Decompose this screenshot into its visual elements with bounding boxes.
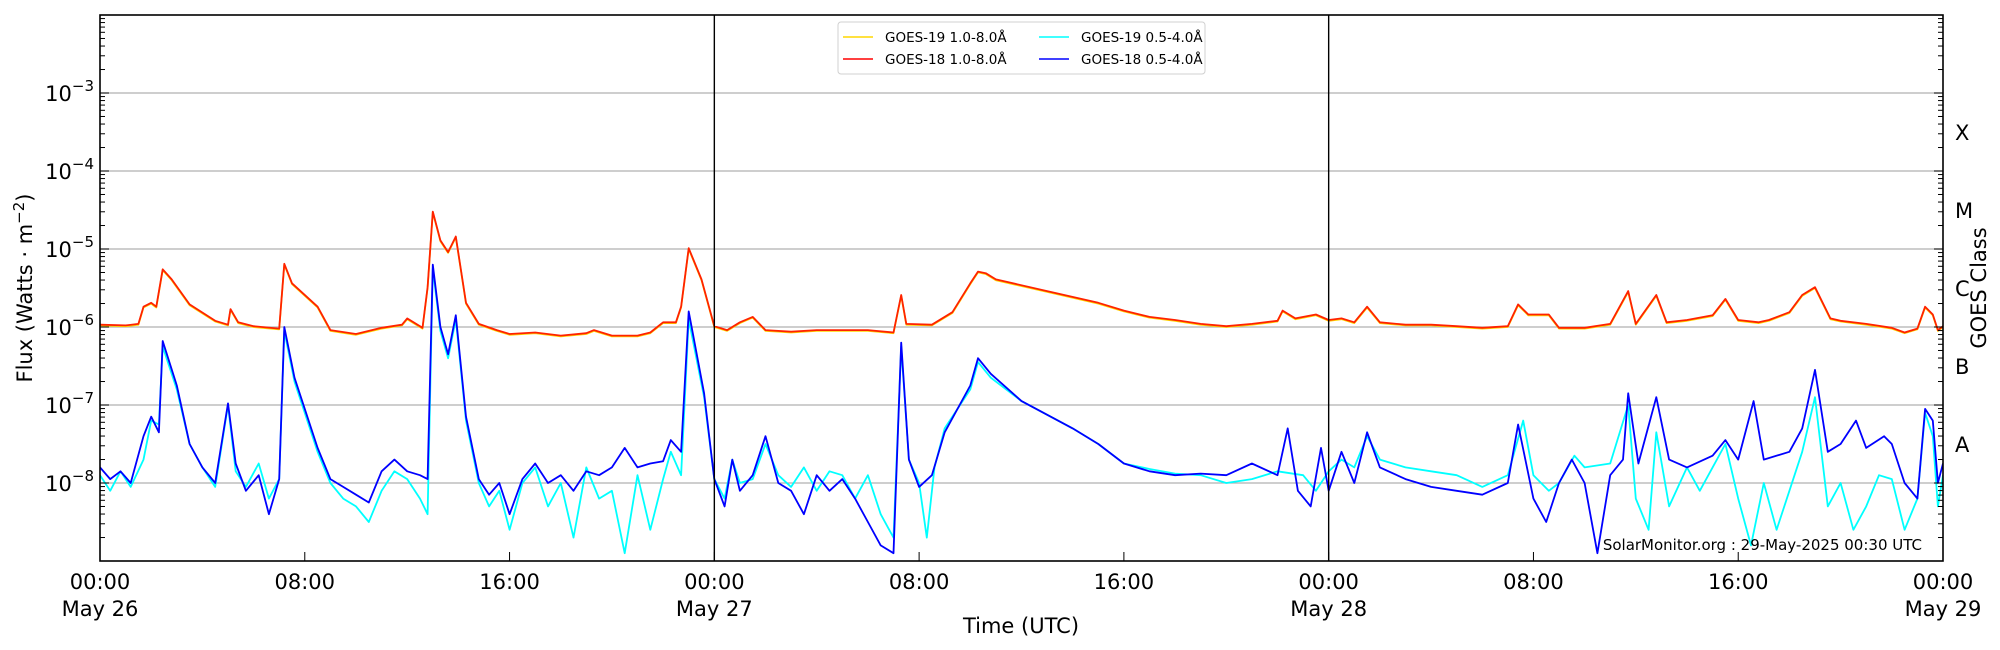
y-tick-label: 10−3 xyxy=(45,77,94,106)
legend-label: GOES-19 0.5-4.0Å xyxy=(1081,29,1203,46)
goes-class-m: M xyxy=(1955,199,1973,223)
data-series xyxy=(100,210,1943,555)
credit-annotation: SolarMonitor.org : 29-May-2025 00:30 UTC xyxy=(1603,536,1922,554)
x-axis-ticks: 00:00 May 26 08:00 16:00 00:00 May 27 08:00 16:… xyxy=(62,552,1982,621)
x-tick-label: 00:00 xyxy=(1913,570,1974,594)
horizontal-gridlines xyxy=(100,92,1943,484)
x-tick-label: 16:00 xyxy=(479,570,540,594)
series-line-4 xyxy=(100,263,1943,555)
x-tick-date: May 27 xyxy=(676,597,753,621)
y2-axis-label: GOES Class xyxy=(1967,227,1991,348)
y-tick-label: 10−5 xyxy=(45,233,94,262)
goes-class-c: C xyxy=(1955,277,1970,301)
x-tick-label: 16:00 xyxy=(1708,570,1769,594)
legend: GOES-19 1.0-8.0Å GOES-18 1.0-8.0Å GOES-19 … xyxy=(837,21,1206,75)
legend-label: GOES-18 1.0-8.0Å xyxy=(885,51,1007,68)
plot-frame xyxy=(99,14,1944,562)
x-tick-date: May 26 xyxy=(62,597,139,621)
legend-box xyxy=(837,21,1206,75)
y-tick-label: 10−4 xyxy=(45,155,94,184)
x-tick-label: 00:00 xyxy=(684,570,745,594)
x-tick-label: 00:00 xyxy=(1298,570,1359,594)
legend-label: GOES-19 1.0-8.0Å xyxy=(885,29,1007,46)
series-line-2 xyxy=(100,210,1943,337)
y-axis-ticks: 10−3 10−4 10−5 10−6 10−7 10−8 xyxy=(45,18,1943,562)
x-tick-date: May 28 xyxy=(1290,597,1367,621)
series-line-3 xyxy=(100,267,1943,555)
goes-class-labels: X M C B A xyxy=(1955,121,1973,457)
x-tick-date: May 29 xyxy=(1905,597,1982,621)
y-tick-label: 10−6 xyxy=(45,311,94,340)
x-tick-label: 16:00 xyxy=(1094,570,1155,594)
x-tick-label: 00:00 xyxy=(70,570,131,594)
legend-label: GOES-18 0.5-4.0Å xyxy=(1081,51,1203,68)
series-line-1 xyxy=(100,211,1943,338)
y-tick-label: 10−7 xyxy=(45,389,94,418)
y-tick-label: 10−8 xyxy=(45,467,94,496)
goes-class-b: B xyxy=(1955,355,1969,379)
goes-class-a: A xyxy=(1955,433,1970,457)
goes-class-x: X xyxy=(1955,121,1969,145)
y-axis-label: Flux (Watts · m−2) xyxy=(10,193,37,382)
x-tick-label: 08:00 xyxy=(1503,570,1564,594)
x-tick-label: 08:00 xyxy=(889,570,950,594)
day-boundary-lines xyxy=(713,15,1330,561)
x-tick-label: 08:00 xyxy=(275,570,336,594)
x-axis-label: Time (UTC) xyxy=(962,614,1079,638)
